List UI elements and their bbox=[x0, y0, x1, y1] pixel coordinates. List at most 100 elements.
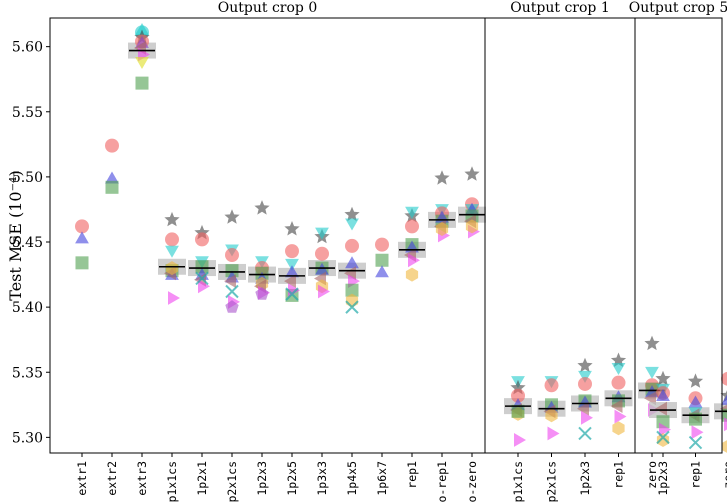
data-point-tri_left bbox=[224, 274, 236, 288]
data-point-tri_up bbox=[105, 171, 119, 184]
panel-title: Output crop 0 bbox=[218, 0, 317, 16]
data-point-x bbox=[578, 426, 592, 441]
data-point-circle bbox=[195, 232, 209, 247]
x-tick-label: rep1 bbox=[612, 461, 626, 489]
plot-texts: 5.30 5.35 5.40 5.45 5.50 5.55 5.60 Test MSE (10… bbox=[6, 0, 727, 502]
x-tick-label: 1p2x3 bbox=[578, 461, 592, 496]
data-point-star bbox=[224, 209, 240, 224]
x-tick-label: rep1 bbox=[405, 461, 419, 489]
x-tick-label: extr2 bbox=[105, 461, 119, 496]
data-point-tri_right bbox=[318, 284, 330, 299]
data-point-circle bbox=[75, 219, 89, 234]
data-point-circle bbox=[165, 232, 179, 247]
data-point-hexagon bbox=[656, 433, 670, 447]
data-point-tri_right bbox=[408, 253, 420, 268]
data-point-star bbox=[164, 211, 180, 227]
data-point-tri_down bbox=[165, 245, 179, 258]
y-tick-label: 5.50 bbox=[12, 170, 43, 186]
plot-marks bbox=[75, 23, 727, 453]
plot-border bbox=[49, 17, 723, 454]
data-point-star bbox=[284, 221, 300, 236]
data-point-tri_left bbox=[644, 391, 656, 406]
data-point-tri_down bbox=[578, 370, 592, 383]
data-point-x bbox=[656, 430, 670, 445]
data-point-square bbox=[75, 256, 89, 270]
data-point-hexagon bbox=[612, 421, 625, 436]
data-point-tri_down bbox=[315, 227, 329, 240]
data-point-hexagon bbox=[545, 408, 558, 423]
x-tick-label: zero-rep1 bbox=[435, 461, 449, 502]
data-point-tri_up bbox=[688, 395, 703, 408]
y-tick-label: 5.35 bbox=[12, 365, 43, 381]
data-point-tri_left bbox=[284, 274, 296, 288]
data-point-tri_left bbox=[610, 399, 623, 413]
data-point-x bbox=[345, 300, 359, 314]
data-point-tri_up bbox=[285, 265, 299, 278]
data-point-hexagon bbox=[165, 261, 179, 276]
data-point-tri_down bbox=[345, 218, 359, 231]
data-point-tri_left bbox=[577, 401, 589, 416]
data-point-circle bbox=[544, 378, 559, 393]
data-point-square bbox=[345, 283, 359, 297]
x-tick-label: 1p3x3 bbox=[315, 461, 329, 496]
data-point-x bbox=[285, 287, 299, 301]
data-point-tri_down bbox=[405, 206, 419, 219]
x-tick-label: zero bbox=[721, 461, 727, 489]
x-tick-label: 1p6x7 bbox=[375, 461, 389, 496]
x-tick-label: 1p2x3 bbox=[255, 461, 269, 496]
data-point-tri_right bbox=[168, 291, 180, 305]
data-point-hexagon bbox=[405, 267, 419, 282]
data-point-square bbox=[375, 253, 389, 267]
data-point-tri_right bbox=[547, 426, 560, 441]
data-point-circle bbox=[721, 371, 727, 386]
data-point-circle bbox=[225, 248, 239, 263]
data-point-star bbox=[344, 206, 360, 222]
data-point-tri_down bbox=[135, 57, 149, 69]
data-point-tri_right bbox=[514, 433, 526, 447]
data-point-pentagon bbox=[255, 287, 269, 300]
data-point-tri_right bbox=[659, 422, 671, 437]
data-point-tri_down bbox=[285, 258, 299, 271]
data-point-x bbox=[195, 271, 209, 286]
data-point-circle bbox=[578, 376, 592, 391]
data-point-circle bbox=[315, 246, 329, 261]
data-point-tri_up bbox=[656, 389, 670, 401]
x-tick-label: 1p1x1cs bbox=[511, 461, 525, 502]
x-tick-label: 1p2x3 bbox=[656, 461, 670, 496]
data-point-tri_right bbox=[691, 425, 704, 440]
data-point-hexagon bbox=[465, 219, 479, 234]
x-tick-label: 1p2x1 bbox=[195, 461, 209, 496]
y-axis-label: Test MSE (10⁻⁴) bbox=[6, 170, 25, 300]
x-tick-label: 1p4x5 bbox=[345, 461, 359, 496]
data-point-tri_right bbox=[198, 279, 210, 294]
data-point-star bbox=[464, 166, 480, 181]
data-point-circle bbox=[345, 238, 359, 253]
data-point-circle bbox=[405, 219, 419, 234]
data-point-tri_up bbox=[75, 231, 89, 244]
x-tick-label: extr1 bbox=[75, 461, 89, 496]
x-tick-label: rep1 bbox=[689, 461, 703, 489]
data-point-circle bbox=[375, 237, 389, 252]
y-tick-label: 5.40 bbox=[12, 300, 43, 316]
data-point-circle bbox=[611, 375, 626, 390]
data-point-hexagon bbox=[435, 222, 449, 236]
data-point-x bbox=[688, 435, 703, 450]
data-point-tri_up bbox=[345, 256, 359, 269]
data-point-tri_up bbox=[375, 265, 389, 278]
x-tick-label: 1p2x1cs bbox=[545, 461, 559, 502]
data-point-hexagon bbox=[721, 440, 727, 453]
data-point-square bbox=[195, 260, 209, 274]
data-point-square bbox=[721, 408, 727, 422]
data-point-tri_up bbox=[721, 394, 727, 405]
x-tick-label: extr3 bbox=[135, 461, 149, 496]
y-tick-label: 5.60 bbox=[12, 40, 43, 56]
data-point-tri_left bbox=[344, 266, 356, 281]
data-point-tri_right bbox=[724, 417, 727, 432]
data-point-star bbox=[687, 373, 704, 388]
panel-title: Output crop 5 bbox=[629, 0, 727, 16]
y-tick-label: 5.30 bbox=[12, 430, 43, 446]
x-tick-label: 1p2x5 bbox=[285, 461, 299, 496]
y-tick-label: 5.45 bbox=[12, 235, 43, 251]
y-tick-label: 5.55 bbox=[12, 105, 43, 121]
